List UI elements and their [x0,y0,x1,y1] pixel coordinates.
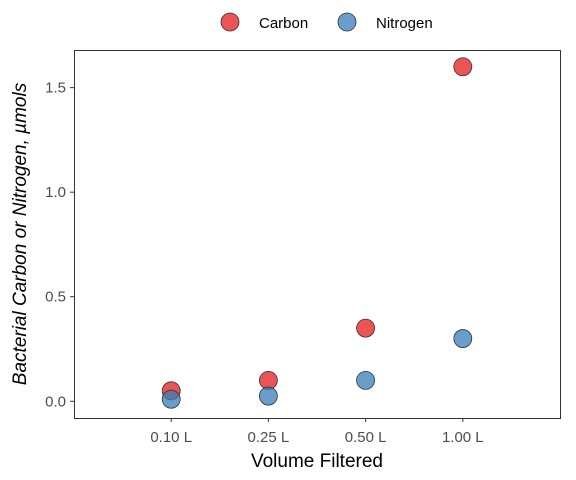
plot-panel [74,50,561,419]
y-axis-title: Bacterial Carbon or Nitrogen, µmols [10,82,31,385]
legend-key-nitrogen [337,12,357,32]
x-axis-title: Volume Filtered [251,451,383,472]
point-nitrogen [356,370,376,390]
point-nitrogen [161,389,181,409]
point-nitrogen [258,386,278,406]
legend-label-nitrogen: Nitrogen [376,15,433,32]
x-tick-label: 1.00 L [442,429,484,446]
y-tick-label: 0.0 [45,393,66,410]
legend-label-carbon: Carbon [259,15,308,32]
data-points [161,57,473,409]
legend: Carbon Nitrogen [220,12,433,32]
y-axis: 0.0 0.5 1.0 1.5 [45,80,74,410]
y-tick-label: 0.5 [45,289,66,306]
x-tick-label: 0.50 L [345,429,387,446]
x-tick-label: 0.10 L [150,429,192,446]
x-tick-label: 0.25 L [248,429,290,446]
point-carbon [453,57,473,77]
x-axis: 0.10 L 0.25 L 0.50 L 1.00 L [150,418,484,446]
point-carbon [356,318,376,338]
point-nitrogen [453,329,473,348]
y-tick-label: 1.0 [45,184,66,201]
y-tick-label: 1.5 [45,80,66,97]
legend-key-carbon [220,12,240,32]
